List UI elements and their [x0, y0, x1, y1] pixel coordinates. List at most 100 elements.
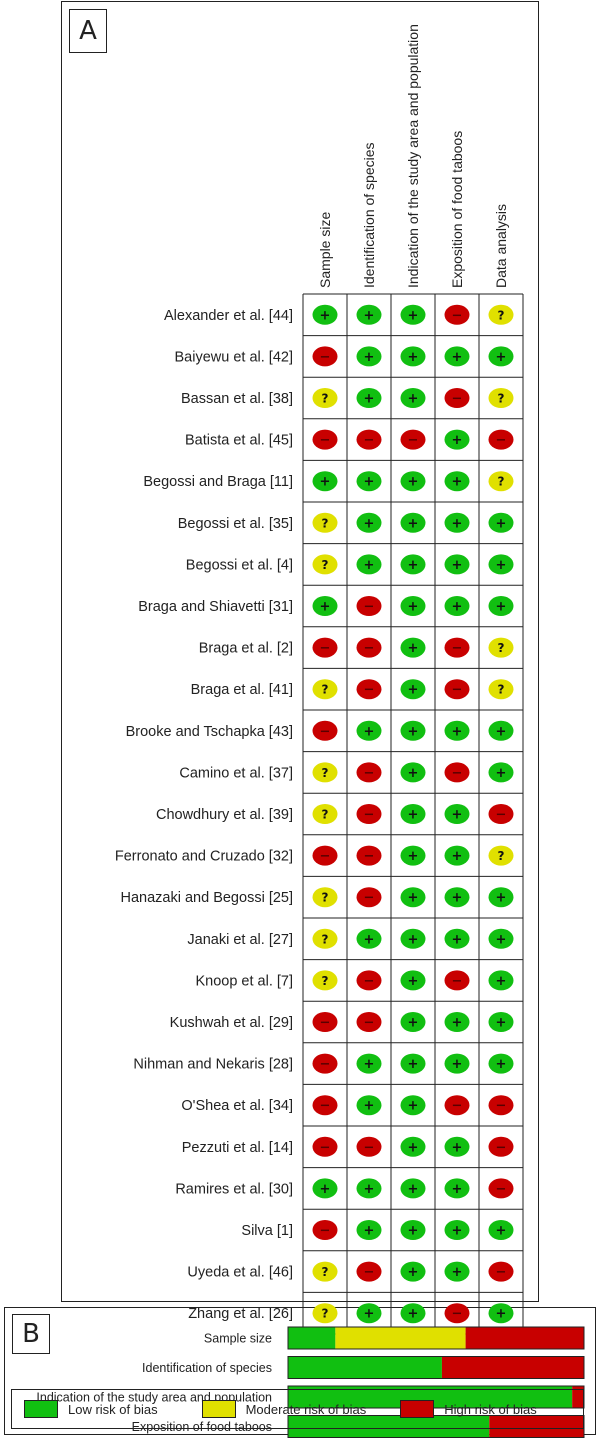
panel-a-label: A	[69, 9, 107, 53]
low-risk-mark	[400, 720, 426, 741]
moderate-risk-mark-symbol: ?	[498, 475, 505, 489]
moderate-risk-mark-symbol: ?	[498, 683, 505, 697]
high-risk-mark-symbol: −	[320, 1099, 331, 1114]
low-risk-mark-symbol: +	[496, 1057, 507, 1072]
high-risk-mark	[356, 596, 382, 616]
low-risk-mark	[400, 388, 426, 408]
high-risk-mark	[356, 1012, 382, 1032]
low-risk-mark	[444, 554, 470, 575]
low-risk-mark	[444, 928, 470, 949]
moderate-risk-mark-symbol: ?	[322, 558, 329, 572]
low-risk-mark-symbol: +	[408, 516, 419, 531]
high-risk-mark-symbol: −	[452, 1307, 463, 1322]
high-risk-mark	[356, 804, 382, 824]
low-risk-mark-symbol: +	[452, 849, 463, 864]
low-risk-mark-symbol: +	[408, 808, 419, 823]
panel-b-label: B	[12, 1314, 50, 1354]
low-risk-mark	[488, 1220, 514, 1240]
low-risk-mark	[488, 928, 514, 949]
high-risk-mark-symbol: −	[364, 641, 375, 656]
low-risk-mark	[356, 720, 382, 741]
study-label: Pezzuti et al. [14]	[182, 1140, 293, 1156]
moderate-risk-mark-symbol: ?	[322, 891, 329, 905]
high-risk-mark-symbol: −	[496, 1099, 507, 1114]
high-risk-mark-symbol: −	[364, 891, 375, 906]
moderate-risk-mark	[488, 679, 514, 700]
low-risk-mark-symbol: +	[364, 724, 375, 739]
low-risk-mark	[444, 1261, 470, 1282]
study-label: Camino et al. [37]	[179, 765, 293, 781]
high-risk-mark-symbol: −	[364, 849, 375, 864]
low-risk-mark	[356, 388, 382, 408]
high-risk-mark	[488, 1261, 514, 1282]
high-risk-mark-symbol: −	[496, 1140, 507, 1155]
low-risk-mark-symbol: +	[408, 683, 419, 698]
low-risk-mark-symbol: +	[452, 558, 463, 573]
column-header: Sample size	[317, 212, 333, 288]
legend-item-moderate: Moderate risk of bias	[201, 1400, 367, 1418]
low-risk-mark	[488, 512, 514, 533]
high-risk-mark	[444, 970, 470, 991]
study-label: Batista et al. [45]	[185, 433, 293, 449]
low-risk-mark	[400, 887, 426, 908]
low-risk-mark-symbol: +	[496, 1224, 507, 1239]
low-risk-mark	[356, 1053, 382, 1074]
moderate-risk-mark-symbol: ?	[322, 683, 329, 697]
low-risk-mark-symbol: +	[364, 1057, 375, 1072]
high-risk-mark-symbol: −	[452, 308, 463, 323]
high-risk-mark	[444, 1303, 470, 1324]
high-risk-mark	[312, 1136, 338, 1157]
low-risk-mark	[400, 845, 426, 866]
study-label: Zhang et al. [26]	[188, 1306, 293, 1322]
high-risk-mark-symbol: −	[452, 1099, 463, 1114]
moderate-risk-mark	[312, 928, 338, 949]
low-risk-mark-symbol: +	[496, 932, 507, 947]
bar-outline	[287, 1385, 585, 1409]
high-risk-mark-symbol: −	[320, 433, 331, 448]
study-label: Baiyewu et al. [42]	[175, 349, 294, 365]
low-risk-mark	[400, 1095, 426, 1116]
legend-swatch-moderate	[201, 1400, 236, 1418]
high-risk-mark	[488, 1095, 514, 1116]
low-risk-mark	[444, 1220, 470, 1240]
low-risk-mark	[444, 596, 470, 616]
low-risk-mark	[488, 1303, 514, 1324]
high-risk-mark-symbol: −	[452, 392, 463, 407]
low-risk-mark	[400, 346, 426, 367]
low-risk-mark	[444, 1053, 470, 1074]
high-risk-mark-symbol: −	[408, 433, 419, 448]
high-risk-mark-symbol: −	[364, 683, 375, 698]
high-risk-mark	[356, 970, 382, 991]
low-risk-mark-symbol: +	[452, 1016, 463, 1031]
low-risk-mark	[400, 762, 426, 783]
high-risk-mark	[444, 1095, 470, 1116]
low-risk-mark	[400, 804, 426, 824]
high-risk-mark-symbol: −	[452, 683, 463, 698]
legend-label-moderate: Moderate risk of bias	[245, 1401, 367, 1417]
low-risk-mark-symbol: +	[320, 308, 331, 323]
high-risk-mark-symbol: −	[452, 766, 463, 781]
moderate-risk-mark-symbol: ?	[322, 808, 329, 822]
low-risk-mark	[444, 471, 470, 492]
moderate-risk-mark-symbol: ?	[498, 308, 505, 322]
low-risk-mark	[400, 1178, 426, 1199]
low-risk-mark	[400, 1136, 426, 1157]
low-risk-mark	[400, 512, 426, 533]
category-label: Exposition of food taboos	[132, 1420, 272, 1434]
column-header: Identification of species	[361, 142, 377, 288]
low-risk-mark	[444, 804, 470, 824]
chart-legend: Low risk of bias Moderate risk of bias H…	[11, 1389, 584, 1429]
study-label: Alexander et al. [44]	[164, 308, 293, 324]
low-risk-mark-symbol: +	[408, 558, 419, 573]
study-label: Kushwah et al. [29]	[170, 1015, 293, 1031]
high-risk-mark-symbol: −	[320, 641, 331, 656]
moderate-risk-mark-symbol: ?	[498, 849, 505, 863]
high-risk-mark	[356, 845, 382, 866]
low-risk-mark	[312, 471, 338, 492]
high-risk-mark-symbol: −	[452, 974, 463, 989]
low-risk-mark	[356, 554, 382, 575]
moderate-risk-mark	[488, 388, 514, 408]
high-risk-mark	[312, 429, 338, 450]
low-risk-mark-symbol: +	[452, 808, 463, 823]
low-risk-mark	[400, 1220, 426, 1240]
